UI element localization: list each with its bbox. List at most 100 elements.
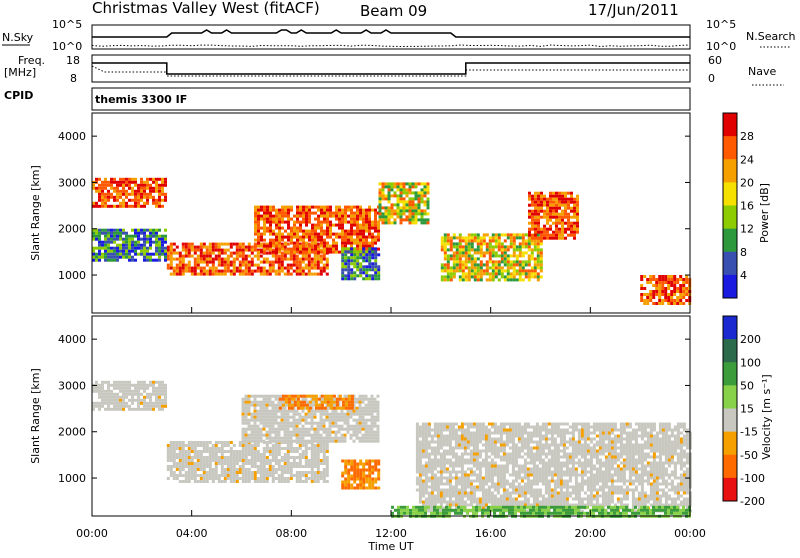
echo-cell [431, 462, 434, 465]
echo-cell [332, 413, 335, 416]
echo-cell [374, 277, 377, 280]
echo-cell [137, 402, 140, 405]
echo-cell [107, 241, 110, 244]
echo-cell [365, 463, 368, 466]
echo-cell [501, 269, 504, 272]
echo-cell [335, 248, 338, 251]
echo-cell [449, 429, 452, 432]
echo-cell [317, 428, 320, 431]
echo-cell [314, 456, 317, 459]
echo-cell [104, 393, 107, 396]
echo-cell [497, 453, 500, 456]
echo-cell [200, 249, 203, 252]
echo-cell [203, 447, 206, 450]
echo-cell [218, 273, 221, 276]
date-label: 17/Jun/2011 [588, 1, 679, 19]
echo-cell [155, 235, 158, 238]
echo-cell [394, 212, 397, 215]
echo-cell [296, 450, 299, 453]
echo-cell [272, 401, 275, 404]
echo-cell [288, 407, 291, 410]
echo-cell [290, 410, 293, 413]
echo-cell [296, 471, 299, 474]
echo-cell [440, 435, 443, 438]
echo-cell [302, 437, 305, 440]
echo-cell [431, 429, 434, 432]
echo-cell [140, 408, 143, 411]
echo-cell [191, 462, 194, 465]
echo-cell [500, 465, 503, 468]
echo-cell [444, 266, 447, 269]
echo-cell [540, 248, 543, 251]
echo-cell [453, 272, 456, 275]
echo-cell [272, 230, 275, 233]
echo-cell [308, 212, 311, 215]
echo-cell [458, 426, 461, 429]
echo-cell [492, 263, 495, 266]
echo-cell [293, 450, 296, 453]
echo-cell [467, 429, 470, 432]
echo-cell [263, 273, 266, 276]
echo-cell [494, 468, 497, 471]
echo-cell [323, 459, 326, 462]
echo-cell [485, 459, 488, 462]
echo-cell [101, 184, 104, 187]
echo-cell [377, 463, 380, 466]
echo-cell [176, 270, 179, 273]
echo-cell [368, 481, 371, 484]
echo-cell [281, 477, 284, 480]
echo-cell [299, 261, 302, 264]
echo-cell [149, 238, 152, 241]
echo-cell [245, 407, 248, 410]
echo-cell [218, 249, 221, 252]
echo-cell [470, 498, 473, 501]
echo-cell [314, 447, 317, 450]
echo-cell [362, 398, 365, 401]
echo-cell [667, 281, 670, 284]
echo-cell [459, 233, 462, 236]
echo-cell [371, 265, 374, 268]
echo-cell [143, 247, 146, 250]
echo-cell [391, 185, 394, 188]
echo-cell [403, 185, 406, 188]
echo-cell [116, 187, 119, 190]
echo-cell [415, 206, 418, 209]
echo-cell [266, 221, 269, 224]
echo-cell [101, 187, 104, 190]
echo-cell [486, 260, 489, 263]
echo-cell [543, 195, 546, 198]
echo-cell [290, 465, 293, 468]
echo-cell [317, 264, 320, 267]
echo-cell [137, 187, 140, 190]
echo-cell [98, 241, 101, 244]
echo-cell [293, 221, 296, 224]
echo-cell [474, 263, 477, 266]
echo-cell [239, 468, 242, 471]
echo-cell [266, 431, 269, 434]
echo-cell [344, 239, 347, 242]
echo-cell [424, 212, 427, 215]
echo-cell [95, 405, 98, 408]
echo-cell [504, 275, 507, 278]
echo-cell [368, 484, 371, 487]
echo-cell [477, 233, 480, 236]
echo-cell [137, 229, 140, 232]
echo-cell [320, 255, 323, 258]
echo-cell [558, 222, 561, 225]
echo-cell [212, 246, 215, 249]
echo-cell [140, 187, 143, 190]
echo-cell [330, 395, 333, 398]
echo-cell [446, 471, 449, 474]
echo-cell [479, 441, 482, 444]
echo-cell [494, 489, 497, 492]
echo-cell [415, 209, 418, 212]
echo-cell [658, 293, 661, 296]
echo-cell [263, 447, 266, 450]
echo-cell [347, 236, 350, 239]
echo-cell [480, 248, 483, 251]
echo-cell [494, 444, 497, 447]
echo-cell [284, 480, 287, 483]
echo-cell [182, 270, 185, 273]
echo-cell [122, 253, 125, 256]
echo-cell [323, 419, 326, 422]
